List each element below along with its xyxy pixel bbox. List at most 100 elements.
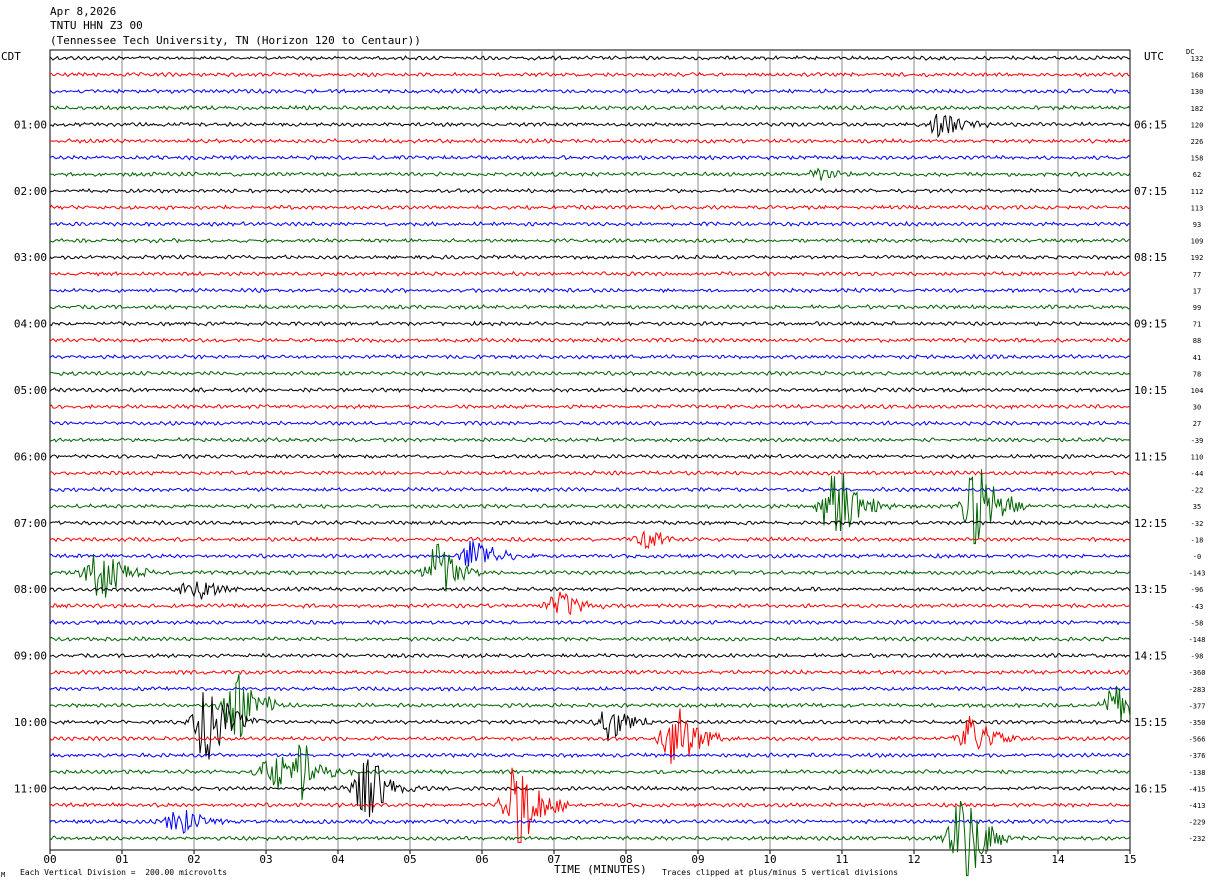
dc-offset-label: 99 bbox=[1193, 304, 1201, 312]
dc-offset-label: 30 bbox=[1193, 404, 1201, 412]
cdt-hour-label: 10:00 bbox=[14, 716, 47, 729]
seismic-trace bbox=[49, 370, 1131, 377]
seismic-trace bbox=[49, 519, 1131, 526]
seismic-trace bbox=[49, 619, 1131, 626]
dc-offset-label: 17 bbox=[1193, 287, 1201, 295]
dc-offset-label: 27 bbox=[1193, 420, 1201, 428]
dc-offset-label: 120 bbox=[1191, 121, 1204, 129]
seismic-trace bbox=[49, 154, 1131, 161]
seismic-trace bbox=[49, 469, 1131, 545]
dc-offset-label: 41 bbox=[1193, 354, 1201, 362]
seismic-trace bbox=[49, 287, 1131, 294]
seismic-trace bbox=[49, 669, 1131, 676]
x-tick-label: 07 bbox=[547, 853, 560, 866]
seismic-trace bbox=[49, 220, 1131, 227]
x-tick-label: 05 bbox=[403, 853, 416, 866]
dc-offset-label: -143 bbox=[1189, 570, 1206, 578]
seismic-trace bbox=[49, 436, 1131, 443]
seismic-trace bbox=[49, 636, 1131, 643]
seismic-trace bbox=[49, 692, 1131, 760]
dc-offset-label: 113 bbox=[1191, 204, 1204, 212]
seismic-trace bbox=[49, 270, 1131, 277]
seismic-trace bbox=[49, 673, 1131, 738]
seismic-trace bbox=[49, 386, 1131, 394]
dc-offset-label: 158 bbox=[1191, 155, 1204, 163]
utc-hour-label: 11:15 bbox=[1134, 450, 1167, 463]
seismic-trace bbox=[49, 453, 1131, 460]
dc-offset-label: -148 bbox=[1189, 636, 1206, 644]
seismic-trace bbox=[49, 237, 1131, 244]
dc-offset-label: 130 bbox=[1191, 88, 1204, 96]
utc-hour-label: 07:15 bbox=[1134, 185, 1167, 198]
corner-mark: M bbox=[1, 871, 6, 879]
seismic-trace bbox=[50, 591, 1131, 616]
seismic-trace bbox=[49, 187, 1131, 194]
header-station: TNTU HHN Z3 00 bbox=[50, 19, 143, 32]
dc-offset-header: DC bbox=[1186, 48, 1195, 56]
seismic-trace bbox=[49, 137, 1131, 144]
cdt-hour-label: 11:00 bbox=[14, 782, 47, 795]
dc-offset-label: -18 bbox=[1191, 536, 1204, 544]
utc-hour-label: 12:15 bbox=[1134, 517, 1167, 530]
seismic-trace bbox=[49, 167, 1131, 181]
x-tick-label: 03 bbox=[259, 853, 272, 866]
x-tick-label: 08 bbox=[619, 853, 632, 866]
plot-frame bbox=[49, 49, 1131, 851]
dc-offset-label: -376 bbox=[1189, 752, 1206, 760]
seismic-trace bbox=[49, 708, 1131, 764]
dc-offset-label: 109 bbox=[1191, 238, 1204, 246]
dc-offset-label: 132 bbox=[1191, 55, 1204, 63]
seismic-trace bbox=[49, 403, 1131, 410]
utc-hour-label: 13:15 bbox=[1134, 583, 1167, 596]
dc-offset-label: 104 bbox=[1191, 387, 1204, 395]
seismic-trace bbox=[49, 486, 1131, 493]
dc-offset-label: 226 bbox=[1191, 138, 1204, 146]
header-location: (Tennessee Tech University, TN (Horizon … bbox=[50, 34, 421, 47]
dc-offset-label: -96 bbox=[1191, 586, 1204, 594]
header-date: Apr 8,2026 bbox=[50, 5, 117, 18]
seismic-trace bbox=[49, 652, 1131, 659]
seismic-trace bbox=[49, 530, 1131, 550]
seismic-trace bbox=[49, 800, 1131, 877]
dc-offset-label: -377 bbox=[1189, 702, 1206, 710]
dc-offset-label: 93 bbox=[1193, 221, 1201, 229]
clip-note: Traces clipped at plus/minus 5 vertical … bbox=[662, 868, 899, 877]
seismic-trace bbox=[49, 752, 1131, 759]
x-tick-label: 01 bbox=[115, 853, 128, 866]
cdt-hour-label: 04:00 bbox=[14, 318, 47, 331]
seismic-trace bbox=[49, 540, 1131, 567]
seismic-trace bbox=[49, 254, 1131, 261]
seismic-trace bbox=[49, 337, 1131, 344]
dc-offset-label: -229 bbox=[1189, 819, 1206, 827]
dc-offset-label: -39 bbox=[1191, 437, 1204, 445]
left-timezone-label: CDT bbox=[1, 50, 21, 63]
dc-offset-label: -32 bbox=[1191, 520, 1204, 528]
cdt-hour-label: 07:00 bbox=[14, 517, 47, 530]
dc-offset-label: 35 bbox=[1193, 503, 1201, 511]
cdt-hour-label: 06:00 bbox=[14, 450, 47, 463]
dc-offset-label: 78 bbox=[1193, 370, 1201, 378]
dc-offset-label: -283 bbox=[1189, 686, 1206, 694]
cdt-hour-label: 05:00 bbox=[14, 384, 47, 397]
seismic-trace bbox=[49, 88, 1131, 95]
x-tick-label: 04 bbox=[331, 853, 345, 866]
dc-offset-label: 168 bbox=[1191, 72, 1204, 80]
utc-hour-label: 14:15 bbox=[1134, 650, 1167, 663]
utc-hour-label: 16:15 bbox=[1134, 782, 1167, 795]
dc-offset-label: 110 bbox=[1191, 453, 1204, 461]
utc-hour-label: 10:15 bbox=[1134, 384, 1167, 397]
dc-offset-label: -413 bbox=[1189, 802, 1206, 810]
dc-offset-label: -138 bbox=[1189, 769, 1206, 777]
x-tick-label: 14 bbox=[1051, 853, 1065, 866]
dc-offset-label: 88 bbox=[1193, 337, 1201, 345]
scale-note: Each Vertical Division = 200.00 microvol… bbox=[20, 868, 228, 877]
seismic-trace bbox=[49, 104, 1131, 111]
x-tick-label: 09 bbox=[691, 853, 704, 866]
dc-offset-label: 77 bbox=[1193, 271, 1201, 279]
seismic-trace bbox=[49, 685, 1130, 692]
seismic-trace bbox=[49, 320, 1131, 327]
dc-offset-label: 112 bbox=[1191, 188, 1204, 196]
seismic-trace bbox=[49, 204, 1131, 211]
seismic-trace bbox=[49, 420, 1131, 427]
